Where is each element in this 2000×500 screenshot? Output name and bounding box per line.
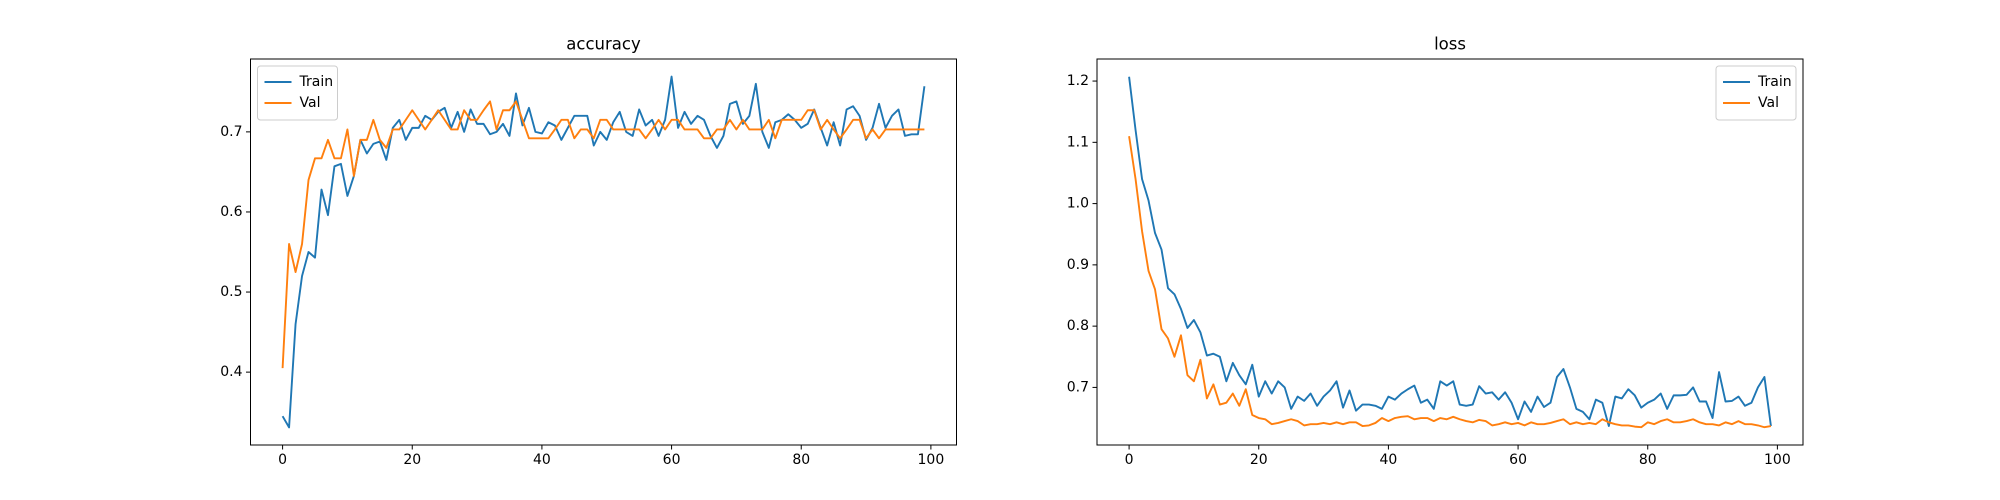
x-tick-label: 100 xyxy=(1764,452,1791,468)
data-line xyxy=(281,100,925,369)
plot-area xyxy=(250,59,957,445)
y-tick-label: 1.0 xyxy=(1067,196,1089,212)
y-tick-label: 0.7 xyxy=(220,124,242,140)
x-tick-label: 100 xyxy=(918,452,945,468)
y-tick-label: 1.2 xyxy=(1067,73,1089,89)
chart-title: accuracy xyxy=(566,35,641,54)
axes-frame xyxy=(1096,58,1804,446)
y-tick-label: 0.4 xyxy=(220,364,242,380)
x-tick-label: 0 xyxy=(1125,452,1134,468)
y-tick-label: 0.9 xyxy=(1067,257,1089,273)
legend-label: Train xyxy=(1757,74,1792,90)
y-tick-label: 0.6 xyxy=(220,204,242,220)
data-line xyxy=(1128,76,1772,427)
x-tick-label: 60 xyxy=(663,452,681,468)
y-tick-label: 1.1 xyxy=(1067,134,1089,150)
x-tick-label: 20 xyxy=(1250,452,1268,468)
y-tick-label: 0.7 xyxy=(1067,379,1089,395)
x-tick-label: 0 xyxy=(278,452,287,468)
chart-title: loss xyxy=(1434,35,1466,54)
x-tick-label: 20 xyxy=(403,452,421,468)
x-tick-label: 80 xyxy=(792,452,810,468)
legend-label: Val xyxy=(300,95,321,111)
y-tick-label: 0.8 xyxy=(1067,318,1089,334)
x-tick-label: 40 xyxy=(533,452,551,468)
plot-area xyxy=(1097,59,1803,445)
data-line xyxy=(1128,136,1772,429)
axes-frame xyxy=(250,58,957,446)
x-tick-label: 60 xyxy=(1509,452,1527,468)
legend-label: Val xyxy=(1758,95,1779,111)
legend-label: Train xyxy=(299,74,334,90)
legend-box xyxy=(1715,65,1797,121)
x-tick-label: 80 xyxy=(1639,452,1657,468)
x-tick-label: 40 xyxy=(1379,452,1397,468)
y-tick-label: 0.5 xyxy=(220,284,242,300)
legend-box xyxy=(257,65,338,121)
